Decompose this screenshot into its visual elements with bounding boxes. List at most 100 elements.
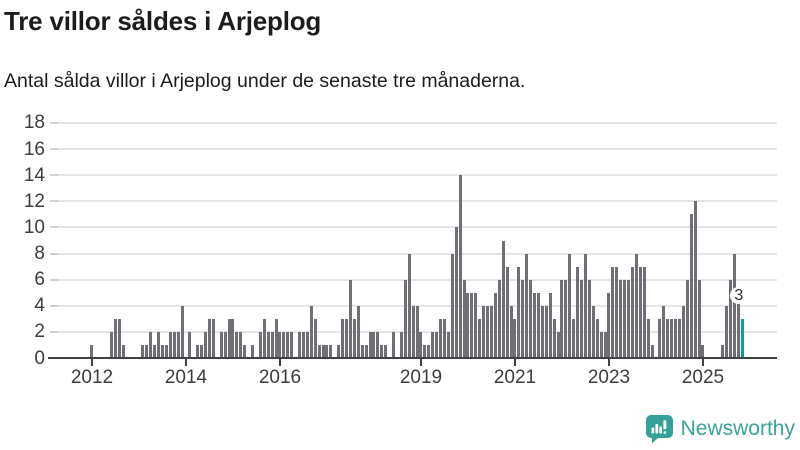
bar [427,344,431,358]
bar [431,331,435,358]
x-axis-tick-label: 2016 [258,367,302,388]
bar [239,331,243,358]
bar [615,266,619,358]
bar [486,305,490,358]
bar [525,253,529,358]
bar [670,318,674,358]
bar [580,279,584,358]
bar [493,292,497,358]
bar [117,318,121,358]
bar [536,292,540,358]
bar [399,331,403,358]
x-axis-tick-label: 2023 [587,367,631,388]
bar [176,331,180,358]
bar [270,331,274,358]
bar [470,292,474,358]
bar [509,305,513,358]
x-axis-tick-label: 2012 [70,367,114,388]
y-gridline-tick [50,330,58,333]
bar [345,318,349,358]
bar [384,344,388,358]
y-gridline-tick [50,304,58,307]
bar [200,344,204,358]
bar [685,279,689,358]
chart-title: Tre villor såldes i Arjeplog [4,6,322,36]
bar [646,318,650,358]
bar [450,253,454,358]
bar [211,318,215,358]
bar [235,331,239,358]
bar [638,266,642,358]
bar [325,344,329,358]
bar [611,266,615,358]
bar [630,266,634,358]
bar [149,331,153,358]
bar [317,344,321,358]
bar [650,344,654,358]
bar [627,279,631,358]
gridline [58,121,777,124]
bar [223,331,227,358]
bar [681,305,685,358]
y-gridline-tick [50,200,58,203]
bar [478,318,482,358]
bar [321,344,325,358]
bar [724,305,728,358]
bar [258,331,262,358]
bar [689,214,693,358]
bar [145,344,149,358]
bar [188,331,192,358]
x-axis-tick-label: 2014 [164,367,208,388]
bar [278,331,282,358]
x-axis-tick-label: 2025 [681,367,725,388]
gridline [58,252,777,255]
bar [227,318,231,358]
bar [634,253,638,358]
bar [329,344,333,358]
bar [262,318,266,358]
bar [301,331,305,358]
bar [204,331,208,358]
bar [482,305,486,358]
bar [603,331,607,358]
y-axis-tick-label: 10 [23,216,45,238]
bar [442,318,446,358]
bar [419,331,423,358]
y-axis-tick-label: 2 [34,321,45,343]
bar [732,253,736,358]
bar [677,318,681,358]
bar [274,318,278,358]
bar [368,331,372,358]
bar [243,344,247,358]
y-axis-tick-label: 16 [23,138,45,160]
bar [415,305,419,358]
x-axis-line [48,356,777,360]
bar [364,344,368,358]
bar [196,344,200,358]
bar [462,279,466,358]
bar [121,344,125,358]
bar [544,305,548,358]
y-gridline-tick [50,148,58,150]
latest-value-label: 3 [730,287,748,305]
gridline [58,226,777,229]
bar [392,331,396,358]
newsworthy-bars-icon [645,414,674,444]
y-gridline-tick [50,121,58,124]
bar [160,344,164,358]
y-gridline-tick [50,174,58,177]
bar [591,305,595,358]
bar [489,305,493,358]
bar [474,292,478,358]
bar [568,253,572,358]
x-axis-tick [420,359,422,366]
bar [157,331,161,358]
bar [407,253,411,358]
bar [360,344,364,358]
x-axis-tick-label: 2019 [399,367,443,388]
bar [164,344,168,358]
bar [313,318,317,358]
bar [607,292,611,358]
bar [110,331,114,358]
bar [521,279,525,358]
